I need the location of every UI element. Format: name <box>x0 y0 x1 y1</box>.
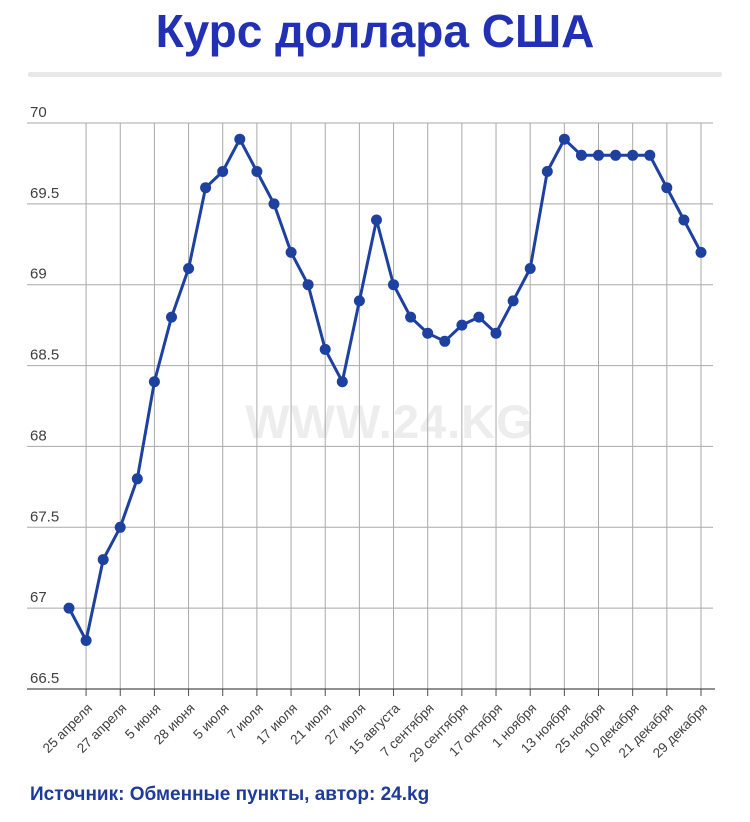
data-point <box>302 279 314 291</box>
data-point <box>148 376 160 388</box>
data-point <box>575 149 587 161</box>
data-point <box>473 311 485 323</box>
y-axis-tick-labels: 66.5 67 67.5 68 68.5 69 69.5 70 <box>30 104 59 687</box>
source-attribution: Источник: Обменные пункты, автор: 24.kg <box>30 784 430 805</box>
chart-title: Курс доллара США <box>155 5 595 57</box>
data-point <box>678 214 690 226</box>
data-point <box>183 263 195 274</box>
data-point <box>200 182 212 194</box>
y-tick-label: 69 <box>30 266 47 283</box>
data-point <box>353 295 365 307</box>
data-series <box>63 133 707 646</box>
watermark-text: WWW.24.KG <box>245 395 534 448</box>
data-point <box>456 319 468 331</box>
title-divider <box>28 72 722 77</box>
y-tick-label: 67 <box>30 589 47 606</box>
data-point <box>97 554 109 566</box>
x-tick-label: 5 июля <box>190 701 232 743</box>
data-point <box>131 473 143 485</box>
data-point <box>627 149 639 161</box>
y-tick-label: 69.5 <box>30 185 59 202</box>
data-point <box>285 246 297 258</box>
data-point <box>490 327 502 339</box>
data-point <box>268 198 280 210</box>
data-point <box>217 166 229 177</box>
y-tick-label: 67.5 <box>30 508 59 525</box>
y-tick-label: 68.5 <box>30 347 59 364</box>
data-point <box>422 327 434 339</box>
data-point <box>388 279 399 291</box>
gridlines <box>27 122 713 690</box>
data-point <box>80 635 92 646</box>
data-point <box>558 133 570 145</box>
data-point <box>405 311 417 323</box>
data-point <box>63 602 75 614</box>
y-tick-label: 68 <box>30 427 47 444</box>
data-point <box>114 521 126 533</box>
x-axis <box>27 688 715 696</box>
data-point <box>541 166 553 177</box>
data-point <box>319 343 331 355</box>
data-point <box>695 246 707 258</box>
data-point <box>336 376 348 388</box>
data-point <box>371 214 382 226</box>
rate-line <box>67 137 703 642</box>
data-point <box>439 335 451 347</box>
data-point <box>524 263 536 274</box>
data-point <box>644 149 656 161</box>
data-point <box>234 133 246 145</box>
data-point <box>251 166 263 177</box>
y-tick-label: 66.5 <box>30 670 59 687</box>
data-point <box>661 182 673 194</box>
y-tick-label: 70 <box>30 104 47 121</box>
data-point <box>593 149 604 161</box>
data-point <box>166 311 177 323</box>
data-point <box>610 149 622 161</box>
data-point <box>507 295 519 307</box>
